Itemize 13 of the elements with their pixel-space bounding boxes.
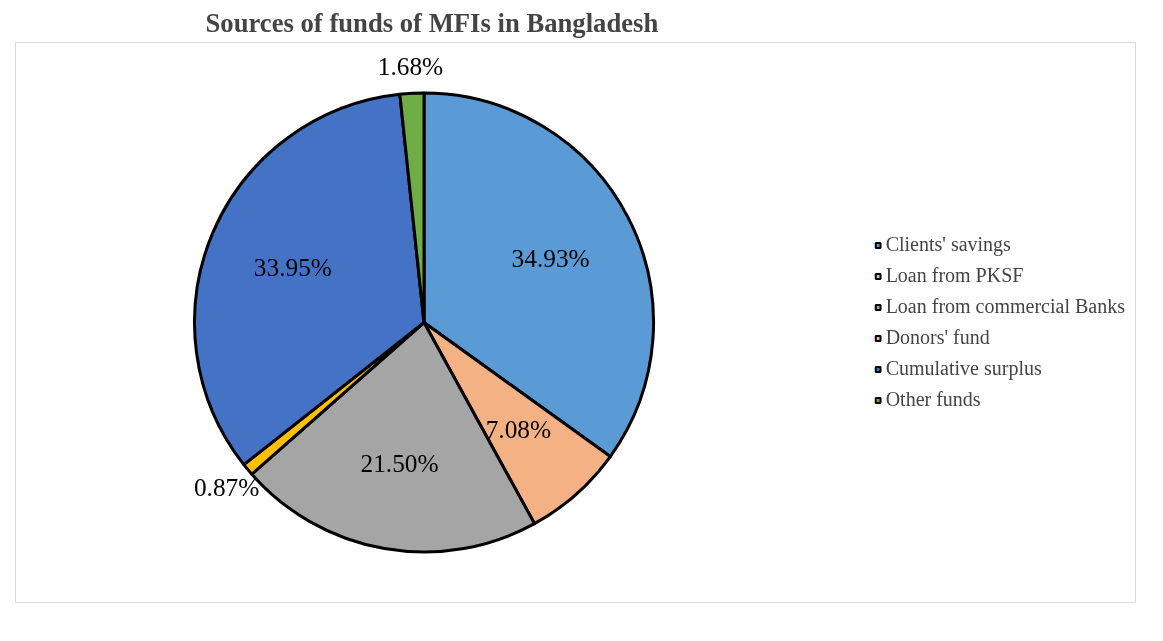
- data-label: 1.68%: [377, 51, 444, 80]
- legend-label: Loan from commercial Banks: [885, 295, 1125, 318]
- data-label: 7.08%: [485, 415, 552, 444]
- legend-label: Loan from PKSF: [885, 264, 1024, 287]
- legend-label: Clients' savings: [885, 233, 1011, 256]
- data-label: 0.87%: [193, 473, 260, 502]
- legend-label: Other funds: [885, 388, 981, 411]
- legend-label: Donors' fund: [885, 326, 990, 349]
- data-label: 34.93%: [511, 243, 590, 272]
- legend-label: Cumulative surplus: [885, 357, 1042, 380]
- data-label: 21.50%: [360, 448, 439, 477]
- data-label: 33.95%: [253, 253, 332, 282]
- chart-title: Sources of funds of MFIs in Bangladesh: [205, 7, 659, 38]
